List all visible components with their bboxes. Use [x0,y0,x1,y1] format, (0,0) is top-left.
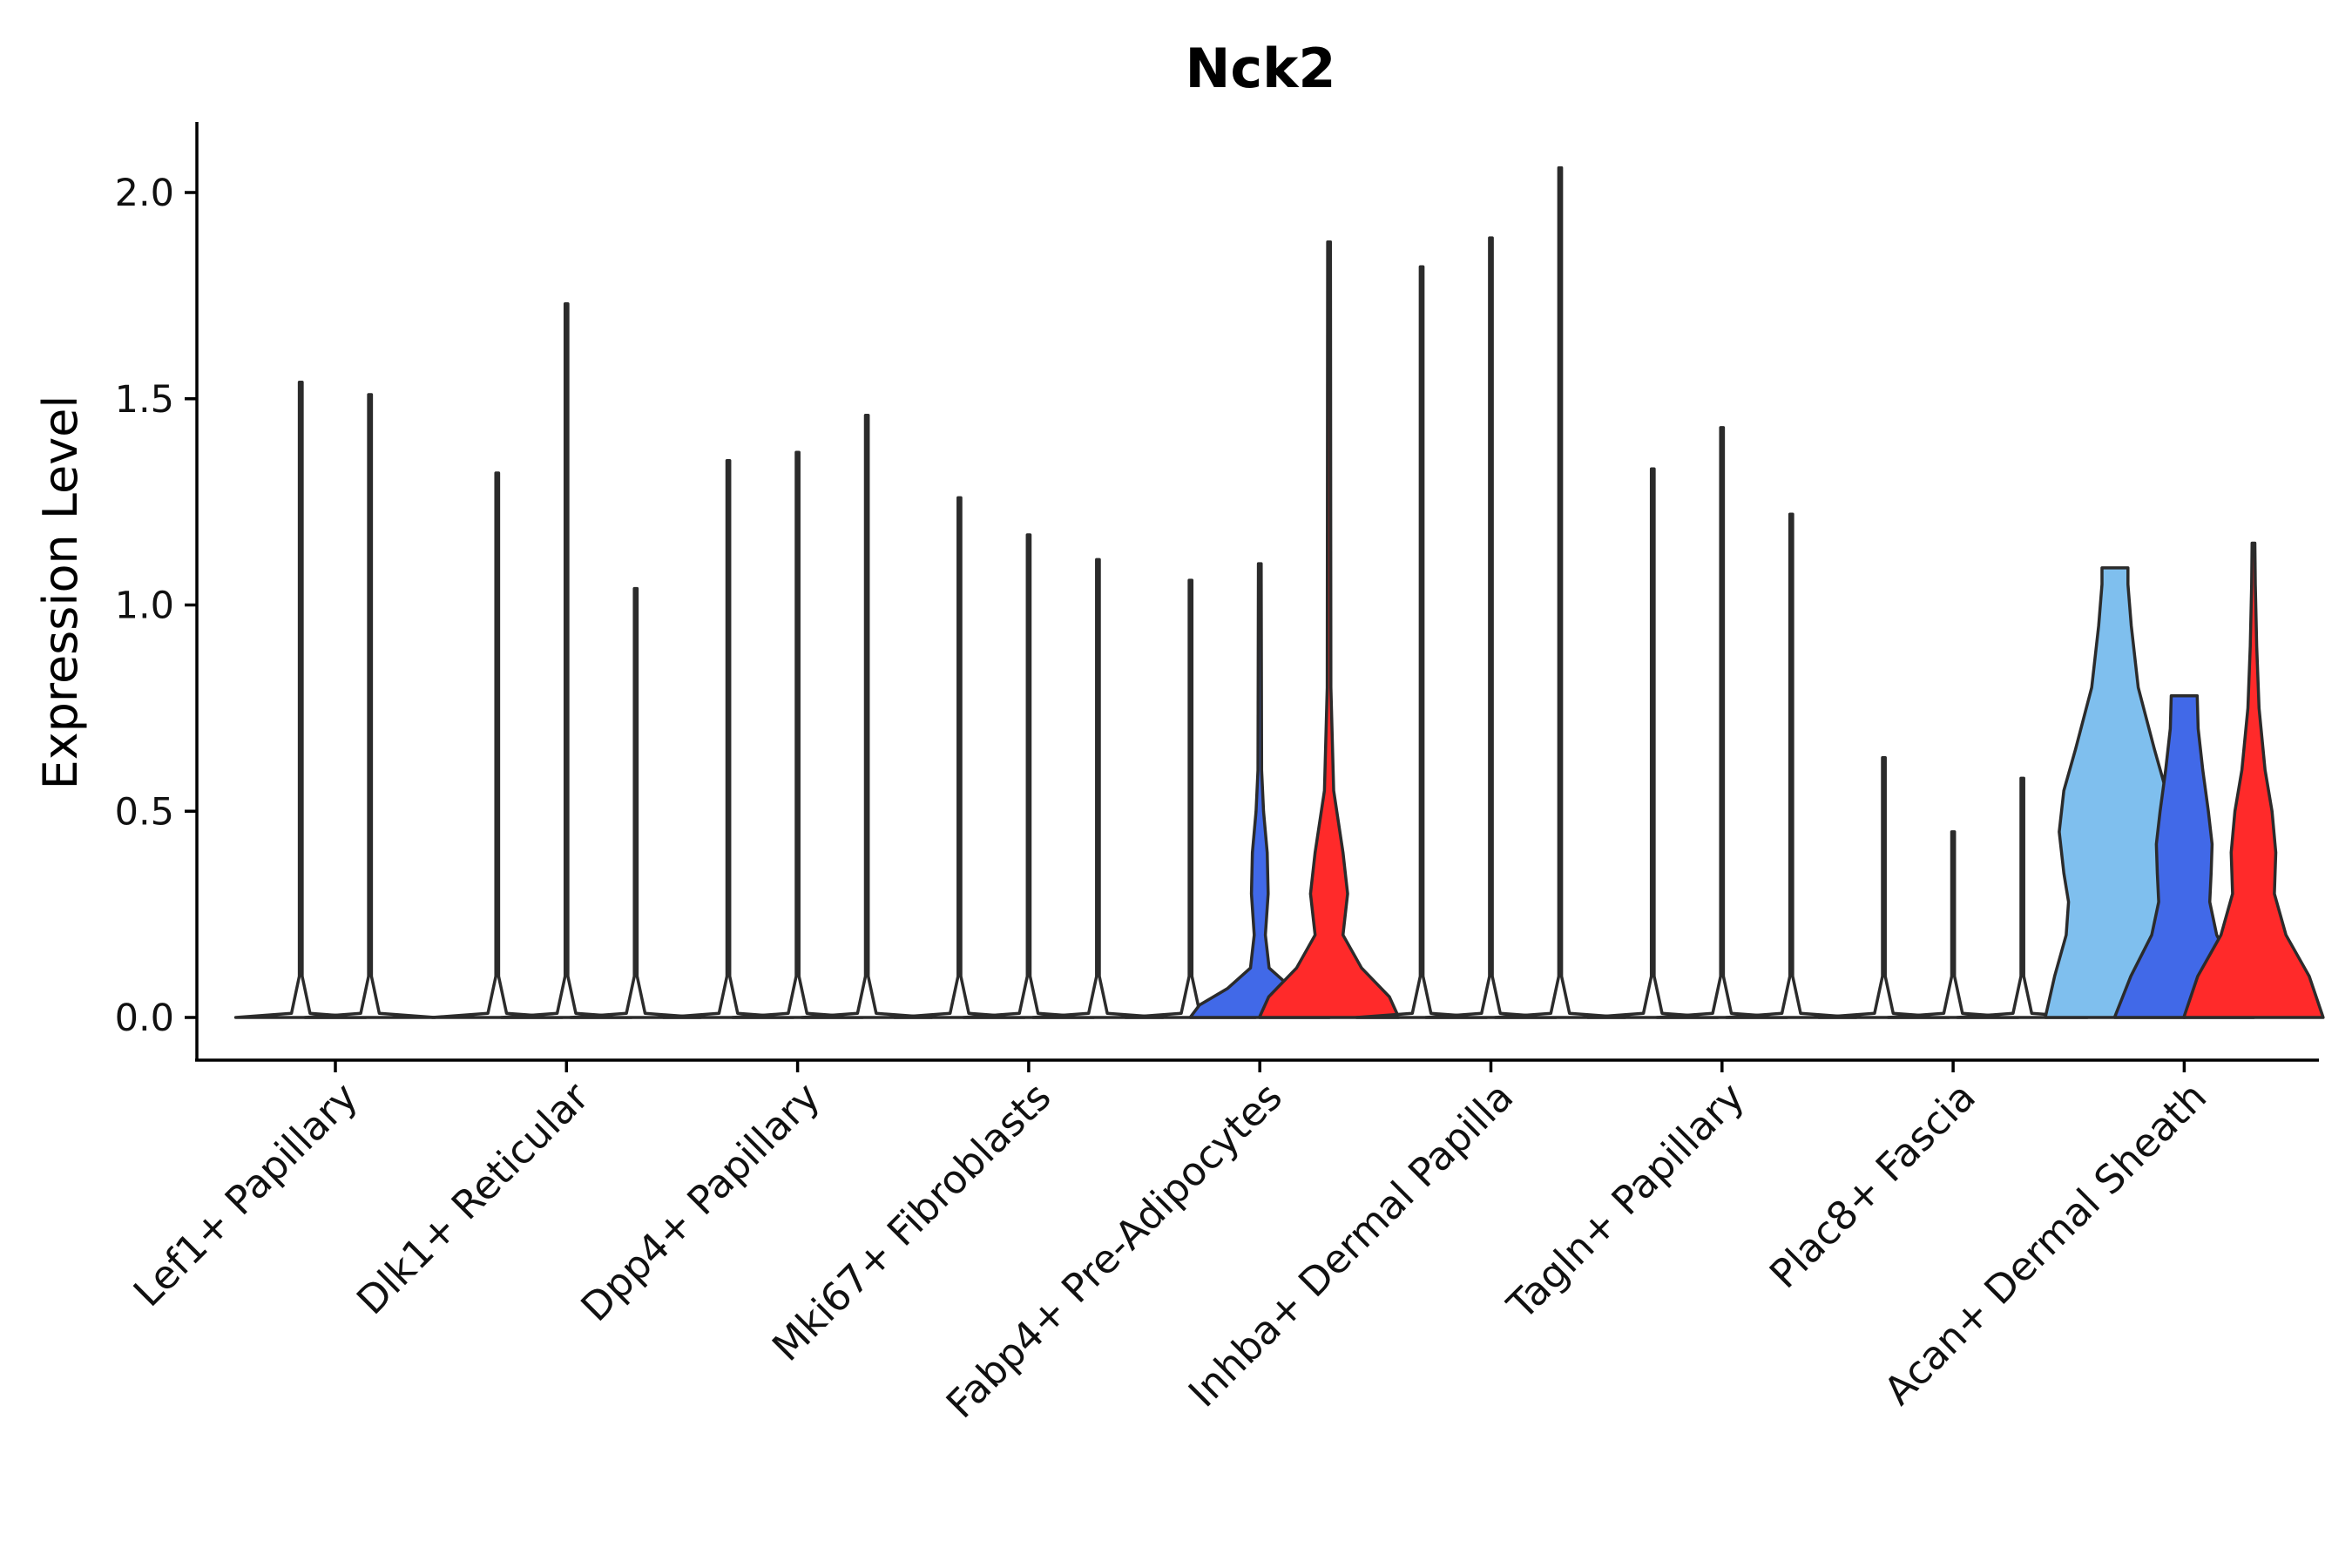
x-tick-label: Lef1+ Papillary [125,1073,367,1315]
violin-inhba-dermal-papilla-1 [1355,265,1489,1019]
x-tick-label: Plac8+ Fascia [1761,1073,1984,1297]
x-tick-label: Tagln+ Papillary [1497,1073,1753,1328]
violin-tagln-papillary-2 [1655,426,1789,1019]
violin-mki67-fibroblasts-1 [892,496,1026,1019]
violin-tagln-papillary-1 [1585,467,1720,1019]
violin-acan-dermal-sheath-3 [2182,541,2325,1019]
violin-inhba-dermal-papilla-2 [1424,236,1558,1019]
violin-fabp4-pre-adipocytes-2 [1188,562,1331,1019]
violin-dpp4-papillary-2 [731,450,865,1019]
violin-fabp4-pre-adipocytes-3 [1257,240,1401,1019]
violin-tagln-papillary-3 [1724,512,1858,1019]
y-tick-label: 1.5 [115,378,174,422]
violin-plac8-fascia-2 [1886,830,2020,1019]
violin-fabp4-pre-adipocytes-1 [1124,578,1258,1019]
violin-dpp4-papillary-1 [661,459,795,1019]
y-axis: 0.0 0.5 1.0 1.5 2.0 [115,172,197,1040]
y-tick-label: 1.0 [115,585,174,628]
violin-lef1-papillary-2 [303,393,437,1019]
violin-mki67-fibroblasts-3 [1031,558,1165,1019]
y-axis-label: Expression Level [33,395,88,790]
x-tick-label: Dpp4+ Papillary [572,1073,829,1330]
violin-lef1-papillary-1 [233,381,368,1019]
violin-plac8-fascia-3 [1956,776,2090,1019]
y-tick-label: 2.0 [115,172,174,215]
violins [233,166,2325,1019]
violin-dpp4-papillary-3 [800,413,934,1019]
violin-dlk1-reticular-1 [430,471,564,1019]
violin-plac8-fascia-1 [1817,755,1951,1019]
y-tick-label: 0.5 [115,790,174,834]
violin-acan-dermal-sheath-2 [2112,693,2256,1019]
violin-mki67-fibroblasts-2 [962,533,1096,1019]
violin-inhba-dermal-papilla-3 [1493,166,1627,1019]
violin-dlk1-reticular-3 [569,586,703,1019]
y-tick-label: 0.0 [115,997,174,1040]
x-tick-label: Dlk1+ Reticular [348,1073,598,1323]
chart-title: Nck2 [1185,37,1335,100]
violin-dlk1-reticular-2 [499,302,633,1019]
